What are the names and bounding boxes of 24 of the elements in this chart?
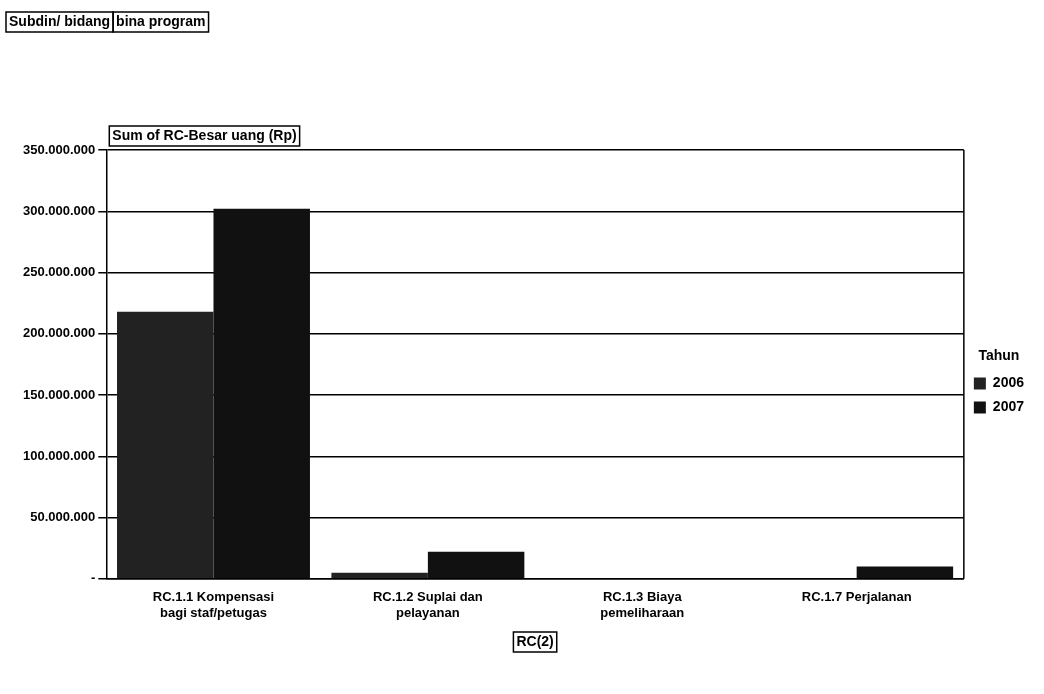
chart-title: Sum of RC-Besar uang (Rp) xyxy=(112,126,297,143)
legend-label: 2006 xyxy=(992,374,1025,391)
bar xyxy=(117,311,214,579)
x-axis-title: RC(2) xyxy=(516,632,554,649)
y-tick-label: 50.000.000 xyxy=(30,509,96,525)
bar xyxy=(213,208,310,579)
legend-title: Tahun xyxy=(978,347,1020,364)
text: Subdin/ bidang xyxy=(9,12,111,29)
text: bina program xyxy=(116,12,206,29)
y-tick-label: 200.000.000 xyxy=(23,325,96,341)
x-tick-label: RC.1.7 Perjalanan xyxy=(801,589,912,605)
bar xyxy=(856,566,954,579)
y-tick-label: - xyxy=(90,570,96,586)
y-tick-label: 350.000.000 xyxy=(23,141,96,157)
x-tick-label: RC.1.2 Suplai dan pelayanan xyxy=(372,589,483,620)
y-tick-label: 250.000.000 xyxy=(23,264,96,280)
bar xyxy=(427,551,525,579)
y-tick-label: 300.000.000 xyxy=(23,202,96,218)
bar xyxy=(331,572,428,579)
x-tick-label: RC.1.3 Biaya pemeliharaan xyxy=(600,589,685,620)
x-tick-label: RC.1.1 Kompensasi bagi staf/petugas xyxy=(152,589,275,620)
y-tick-label: 150.000.000 xyxy=(23,386,96,402)
legend-label: 2007 xyxy=(992,398,1025,415)
y-tick-label: 100.000.000 xyxy=(23,447,96,463)
